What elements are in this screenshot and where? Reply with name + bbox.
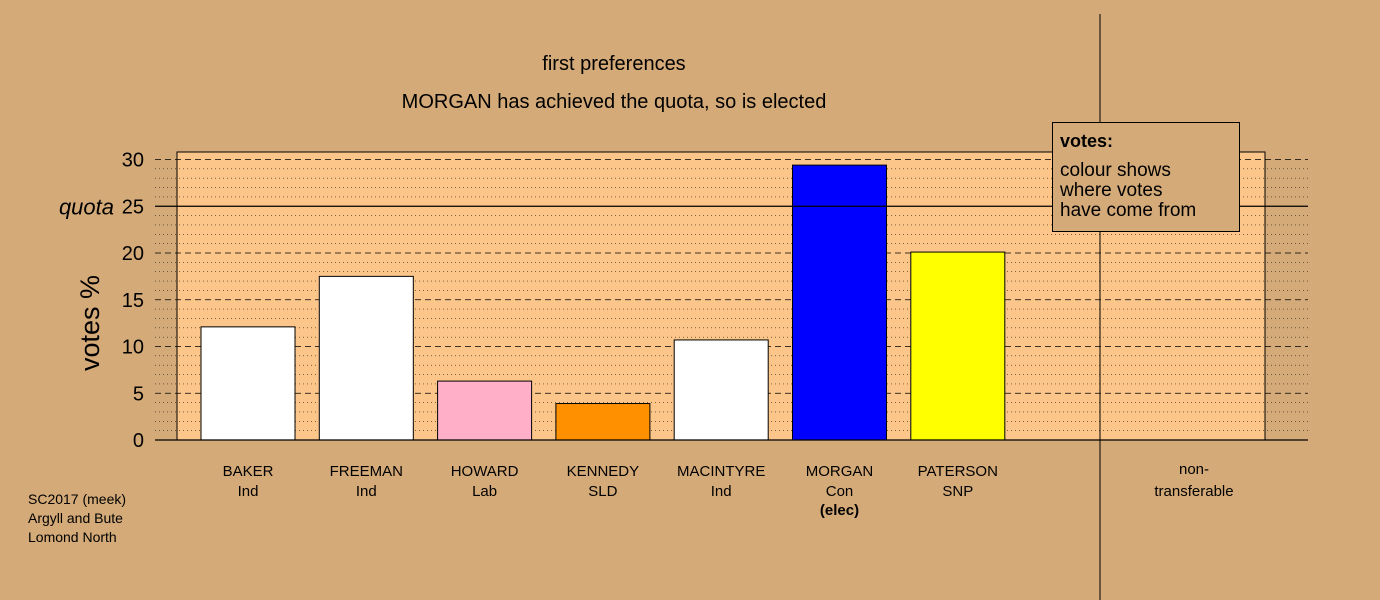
legend-line: colour shows xyxy=(1060,160,1171,181)
bar xyxy=(792,164,887,441)
y-tick-label: 10 xyxy=(122,337,144,359)
legend-line: where votes xyxy=(1060,180,1163,201)
bar xyxy=(437,380,533,441)
category-label: KENNEDY xyxy=(567,463,640,480)
y-tick-label: 5 xyxy=(133,383,144,405)
y-tick-label: 15 xyxy=(122,290,144,312)
bar xyxy=(200,326,296,441)
bar xyxy=(910,251,1006,441)
bar xyxy=(673,339,769,441)
y-tick-label: 20 xyxy=(122,243,144,265)
y-axis-label: votes % xyxy=(75,275,105,371)
category-label: MORGAN xyxy=(806,463,874,480)
chart-title: first preferences xyxy=(542,53,685,75)
party-label: Ind xyxy=(711,483,732,500)
footnote-line: SC2017 (meek) xyxy=(28,491,127,507)
party-label: Ind xyxy=(356,483,377,500)
y-tick-label: 30 xyxy=(122,150,144,172)
bar xyxy=(318,275,414,441)
legend-box: votes: colour shows where votes have com… xyxy=(1052,122,1240,232)
legend-line: have come from xyxy=(1060,200,1197,221)
nontransferable-label: non- xyxy=(1179,461,1209,478)
nontransferable-label: transferable xyxy=(1154,483,1233,500)
footnote-line: Argyll and Bute xyxy=(28,510,123,526)
party-label: Lab xyxy=(472,483,497,500)
category-label: FREEMAN xyxy=(330,463,403,480)
party-label: SNP xyxy=(942,483,973,500)
legend-title: votes: xyxy=(1060,131,1114,151)
party-label: Con xyxy=(826,483,854,500)
category-label: MACINTYRE xyxy=(677,463,765,480)
footnote-line: Lomond North xyxy=(28,529,117,545)
party-label: SLD xyxy=(588,483,617,500)
elected-note: (elec) xyxy=(820,502,859,519)
y-tick-label: 25 xyxy=(122,196,144,218)
quota-label: quota xyxy=(59,194,114,219)
party-label: Ind xyxy=(238,483,259,500)
category-label: BAKER xyxy=(223,463,274,480)
y-tick-label: 0 xyxy=(133,430,144,452)
category-label: HOWARD xyxy=(451,463,519,480)
chart-subtitle: MORGAN has achieved the quota, so is ele… xyxy=(402,91,827,113)
footnote: SC2017 (meek) Argyll and Bute Lomond Nor… xyxy=(28,490,126,547)
category-label: PATERSON xyxy=(918,463,998,480)
bar xyxy=(555,403,651,441)
